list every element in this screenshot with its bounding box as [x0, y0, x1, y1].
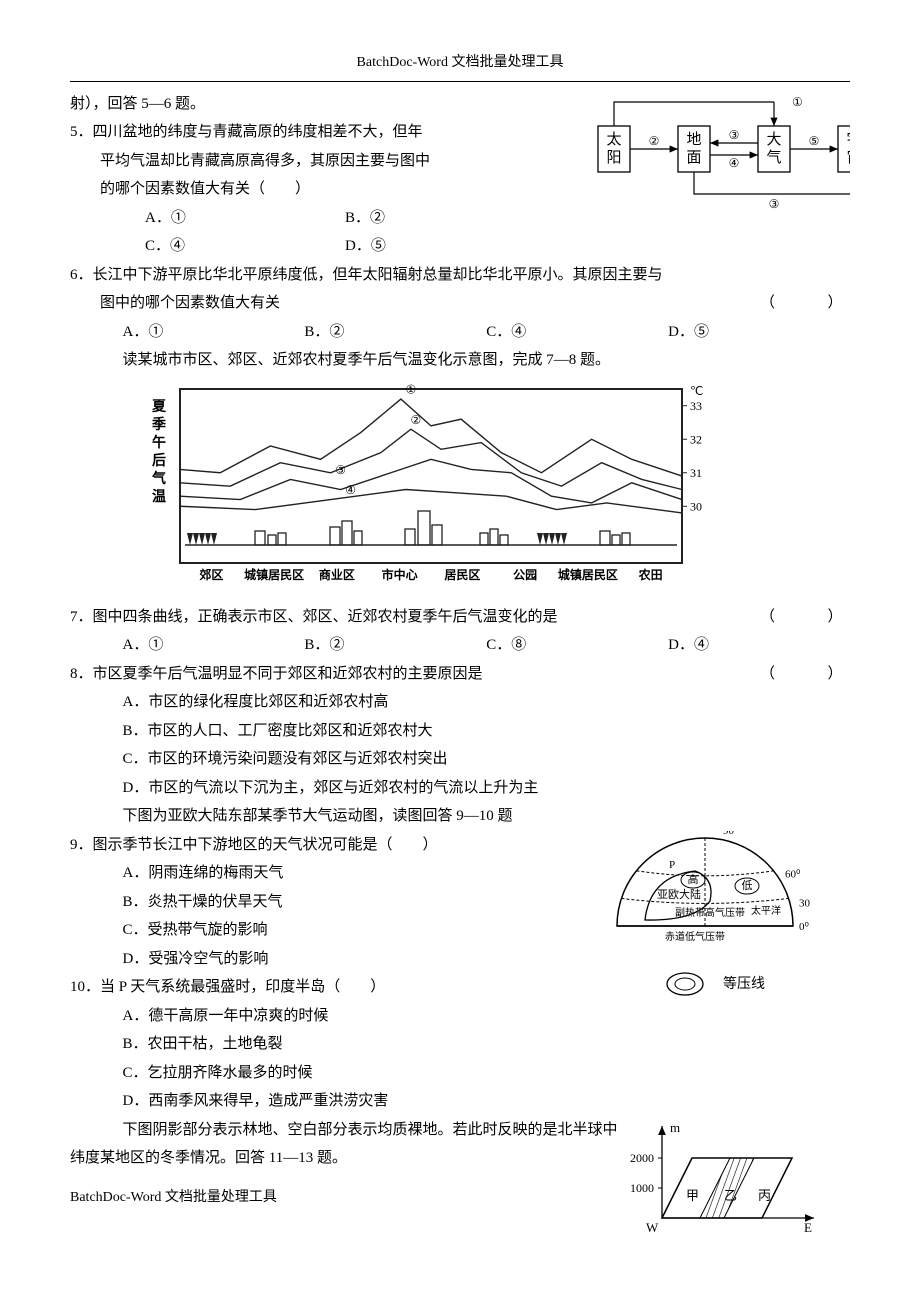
svg-text:④: ④ [345, 483, 356, 497]
q8-opt-c: C．市区的环境污染问题没有郊区与近郊农村突出 [70, 745, 850, 774]
svg-text:低: 低 [742, 879, 753, 892]
q7-opt-c: C．⑧ [486, 631, 668, 660]
svg-text:④: ④ [729, 156, 740, 170]
svg-text:℃: ℃ [690, 384, 703, 398]
svg-text:③: ③ [729, 128, 740, 142]
header-rule [70, 81, 850, 82]
q5-opt-a: A．① [145, 204, 345, 233]
svg-text:商业区: 商业区 [319, 567, 355, 582]
svg-text:城镇居民区: 城镇居民区 [558, 567, 618, 582]
svg-text:农田: 农田 [638, 567, 663, 582]
svg-text:乙: 乙 [724, 1188, 737, 1203]
svg-text:城镇居民区: 城镇居民区 [244, 567, 304, 582]
svg-text:市中心: 市中心 [382, 567, 418, 582]
svg-text:太: 太 [606, 131, 621, 148]
svg-text:季: 季 [151, 416, 166, 433]
svg-text:2000: 2000 [630, 1151, 654, 1165]
svg-text:①: ① [406, 382, 417, 396]
svg-text:⑤: ⑤ [809, 134, 820, 148]
svg-text:高: 高 [688, 872, 699, 886]
svg-text:大: 大 [766, 131, 781, 148]
intro-9-10: 下图为亚欧大陆东部某季节大气运动图，读图回答 9—10 题 [70, 802, 850, 831]
svg-text:后: 后 [152, 452, 166, 469]
svg-text:m: m [670, 1120, 680, 1135]
q7-opt-b: B．② [304, 631, 486, 660]
svg-text:①: ① [792, 95, 803, 109]
svg-text:33: 33 [690, 398, 702, 412]
q7-opt-d: D．④ [668, 631, 850, 660]
svg-text:30: 30 [799, 897, 811, 909]
q5-opt-d: D．⑤ [345, 232, 545, 261]
temperature-curves-chart: 30313233℃夏季午后气温①②③④郊区城镇居民区商业区市中心居民区公园城镇居… [130, 381, 850, 601]
q6-opt-c: C．④ [486, 318, 668, 347]
svg-text:丙: 丙 [758, 1188, 771, 1203]
svg-text:31: 31 [690, 465, 702, 479]
svg-text:阳: 阳 [606, 149, 621, 166]
svg-text:亚欧大陆: 亚欧大陆 [657, 887, 701, 901]
svg-text:赤道低气压带: 赤道低气压带 [665, 930, 725, 943]
q6-paren: （ ） [730, 289, 850, 318]
svg-text:甲: 甲 [686, 1188, 699, 1203]
svg-text:地: 地 [686, 131, 701, 148]
q8-stem: 8．市区夏季午后气温明显不同于郊区和近郊农村的主要原因是 [70, 660, 730, 689]
svg-text:居民区: 居民区 [444, 568, 480, 582]
elevation-forest-chart: m 1000 2000 甲 乙 丙 W E [620, 1120, 820, 1240]
intro-7-8: 读某城市市区、郊区、近郊农村夏季午后气温变化示意图，完成 7—8 题。 [70, 346, 850, 375]
q8-opt-b: B．市区的人口、工厂密度比郊区和近郊农村大 [70, 717, 850, 746]
q6-opt-a: A．① [123, 318, 305, 347]
svg-text:太平洋: 太平洋 [751, 904, 781, 917]
svg-text:宇: 宇 [846, 131, 850, 148]
svg-text:②: ② [411, 412, 422, 426]
q7-paren: （ ） [730, 603, 850, 632]
svg-text:32: 32 [690, 432, 702, 446]
svg-text:面: 面 [686, 150, 701, 166]
q8-paren: （ ） [730, 660, 850, 689]
q8-opt-a: A．市区的绿化程度比郊区和近郊农村高 [70, 688, 850, 717]
svg-text:温: 温 [152, 489, 166, 505]
svg-text:③: ③ [335, 463, 346, 477]
svg-text:W: W [646, 1220, 659, 1235]
globe-pressure-diagram: 90⁰ 60⁰ 30 0⁰ 亚欧大陆高低 P 副热带高气压带太平洋赤道低气压带等压线 [590, 831, 850, 1041]
svg-text:气: 气 [766, 149, 781, 166]
page-header: BatchDoc-Word 文档批量处理工具 [70, 50, 850, 77]
q10-opt-c: C．乞拉朋齐降水最多的时候 [70, 1059, 850, 1088]
svg-text:P: P [669, 859, 675, 871]
svg-text:③: ③ [769, 197, 780, 211]
svg-text:午: 午 [152, 434, 166, 451]
q6-opt-b: B．② [304, 318, 486, 347]
svg-text:0⁰: 0⁰ [799, 921, 810, 933]
q5-options-row1: A．① B．② [70, 204, 582, 233]
q5-opt-b: B．② [345, 204, 545, 233]
svg-text:60⁰: 60⁰ [785, 868, 801, 880]
q10-opt-d: D．西南季风来得早，造成严重洪涝灾害 [70, 1087, 850, 1116]
energy-flow-diagram: 太阳 地面 大气 宇宙 ② ③ ④ ⑤ ① ③ [590, 86, 850, 216]
svg-text:气: 气 [151, 470, 166, 487]
q5-options-row2: C．④ D．⑤ [70, 232, 850, 261]
q8-opt-d: D．市区的气流以下沉为主，郊区与近郊农村的气流以上升为主 [70, 774, 850, 803]
q7-options: A．① B．② C．⑧ D．④ [70, 631, 850, 660]
q7-stem: 7．图中四条曲线，正确表示市区、郊区、近郊农村夏季午后气温变化的是 [70, 603, 730, 632]
svg-text:副热带高气压带: 副热带高气压带 [675, 906, 745, 919]
svg-text:等压线: 等压线 [723, 975, 765, 992]
svg-text:郊区: 郊区 [199, 567, 223, 582]
q6-line2: 图中的哪个因素数值大有关 [70, 289, 730, 318]
svg-text:1000: 1000 [630, 1181, 654, 1195]
svg-text:宙: 宙 [846, 149, 850, 166]
svg-text:E: E [804, 1220, 812, 1235]
svg-text:30: 30 [690, 499, 702, 513]
svg-text:90⁰: 90⁰ [723, 831, 739, 837]
q6-options: A．① B．② C．④ D．⑤ [70, 318, 850, 347]
q6-line1: 6．长江中下游平原比华北平原纬度低，但年太阳辐射总量却比华北平原小。其原因主要与 [70, 261, 850, 290]
svg-text:公园: 公园 [513, 568, 537, 582]
q7-opt-a: A．① [123, 631, 305, 660]
q6-opt-d: D．⑤ [668, 318, 850, 347]
svg-text:夏: 夏 [152, 398, 167, 415]
q5-opt-c: C．④ [145, 232, 345, 261]
svg-text:②: ② [649, 134, 660, 148]
